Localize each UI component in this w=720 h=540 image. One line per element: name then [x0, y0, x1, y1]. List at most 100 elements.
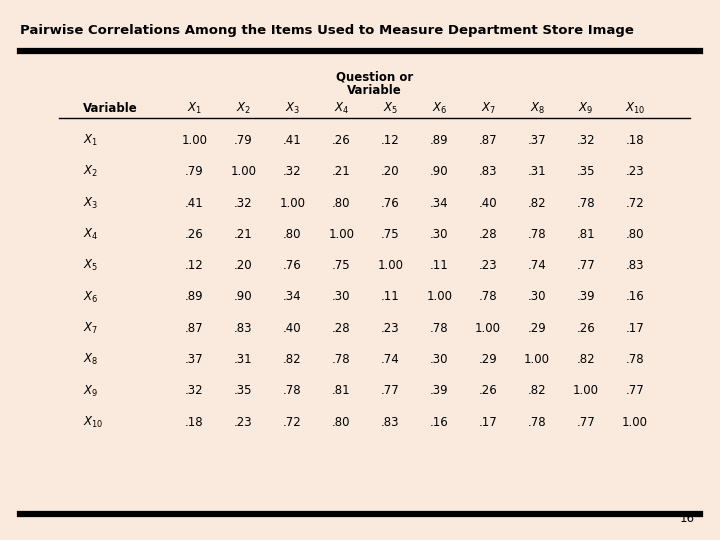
Text: $X_8$: $X_8$: [529, 100, 545, 116]
Text: .79: .79: [185, 165, 204, 178]
Text: .31: .31: [528, 165, 546, 178]
Text: .23: .23: [234, 416, 253, 429]
Text: .34: .34: [283, 291, 302, 303]
Text: .39: .39: [577, 291, 595, 303]
Text: 16: 16: [680, 512, 695, 525]
Text: 1.00: 1.00: [622, 416, 648, 429]
Text: $X_3$: $X_3$: [285, 100, 300, 116]
Text: $X_4$: $X_4$: [333, 100, 349, 116]
Text: .72: .72: [626, 197, 644, 210]
Text: 1.00: 1.00: [377, 259, 403, 272]
Text: .35: .35: [234, 384, 253, 397]
Text: .37: .37: [528, 134, 546, 147]
Text: .78: .78: [283, 384, 302, 397]
Text: $X_5$: $X_5$: [383, 100, 397, 116]
Text: 1.00: 1.00: [230, 165, 256, 178]
Text: $X_1$: $X_1$: [83, 133, 98, 148]
Text: .90: .90: [234, 291, 253, 303]
Text: .23: .23: [381, 322, 400, 335]
Text: .80: .80: [332, 197, 351, 210]
Text: $X_6$: $X_6$: [431, 100, 447, 116]
Text: 1.00: 1.00: [426, 291, 452, 303]
Text: $X_3$: $X_3$: [83, 195, 98, 211]
Text: .18: .18: [185, 416, 204, 429]
Text: $X_8$: $X_8$: [83, 352, 98, 367]
Text: .75: .75: [332, 259, 351, 272]
Text: .29: .29: [479, 353, 498, 366]
Text: .81: .81: [332, 384, 351, 397]
Text: .82: .82: [283, 353, 302, 366]
Text: .23: .23: [479, 259, 498, 272]
Text: .17: .17: [626, 322, 644, 335]
Text: .83: .83: [626, 259, 644, 272]
Text: Variable: Variable: [83, 102, 138, 114]
Text: .30: .30: [332, 291, 351, 303]
Text: .80: .80: [283, 228, 302, 241]
Text: .37: .37: [185, 353, 204, 366]
Text: .41: .41: [283, 134, 302, 147]
Text: 1.00: 1.00: [279, 197, 305, 210]
Text: $X_4$: $X_4$: [83, 227, 98, 242]
Text: .16: .16: [430, 416, 449, 429]
Text: .32: .32: [577, 134, 595, 147]
Text: $X_9$: $X_9$: [83, 383, 98, 399]
Text: .20: .20: [234, 259, 253, 272]
Text: .77: .77: [577, 416, 595, 429]
Text: .77: .77: [381, 384, 400, 397]
Text: $X_{10}$: $X_{10}$: [83, 415, 103, 430]
Text: .39: .39: [430, 384, 449, 397]
Text: $X_9$: $X_9$: [578, 100, 594, 116]
Text: .32: .32: [234, 197, 253, 210]
Text: 1.00: 1.00: [524, 353, 550, 366]
Text: .28: .28: [332, 322, 351, 335]
Text: .26: .26: [332, 134, 351, 147]
Text: .78: .78: [626, 353, 644, 366]
Text: .74: .74: [381, 353, 400, 366]
Text: .17: .17: [479, 416, 498, 429]
Text: .11: .11: [430, 259, 449, 272]
Text: 1.00: 1.00: [475, 322, 501, 335]
Text: .83: .83: [381, 416, 400, 429]
Text: $X_7$: $X_7$: [481, 100, 495, 116]
Text: $X_2$: $X_2$: [236, 100, 251, 116]
Text: .83: .83: [234, 322, 253, 335]
Text: .78: .78: [577, 197, 595, 210]
Text: .28: .28: [479, 228, 498, 241]
Text: $X_5$: $X_5$: [83, 258, 98, 273]
Text: .11: .11: [381, 291, 400, 303]
Text: .12: .12: [185, 259, 204, 272]
Text: .30: .30: [528, 291, 546, 303]
Text: .76: .76: [381, 197, 400, 210]
Text: .78: .78: [528, 416, 546, 429]
Text: .83: .83: [479, 165, 498, 178]
Text: $X_7$: $X_7$: [83, 321, 98, 336]
Text: .80: .80: [626, 228, 644, 241]
Text: .30: .30: [430, 228, 449, 241]
Text: $X_6$: $X_6$: [83, 289, 98, 305]
Text: .90: .90: [430, 165, 449, 178]
Text: .78: .78: [430, 322, 449, 335]
Text: Variable: Variable: [347, 84, 402, 97]
Text: 1.00: 1.00: [573, 384, 599, 397]
Text: .40: .40: [283, 322, 302, 335]
Text: .32: .32: [185, 384, 204, 397]
Text: .89: .89: [430, 134, 449, 147]
Text: .87: .87: [185, 322, 204, 335]
Text: .87: .87: [479, 134, 498, 147]
Text: .77: .77: [577, 259, 595, 272]
Text: .16: .16: [626, 291, 644, 303]
Text: .12: .12: [381, 134, 400, 147]
Text: .26: .26: [185, 228, 204, 241]
Text: .76: .76: [283, 259, 302, 272]
Text: .78: .78: [479, 291, 498, 303]
Text: .18: .18: [626, 134, 644, 147]
Text: .21: .21: [332, 165, 351, 178]
Text: .20: .20: [381, 165, 400, 178]
Text: .82: .82: [528, 384, 546, 397]
Text: .74: .74: [528, 259, 546, 272]
Text: .89: .89: [185, 291, 204, 303]
Text: .32: .32: [283, 165, 302, 178]
Text: Question or: Question or: [336, 71, 413, 84]
Text: .75: .75: [381, 228, 400, 241]
Text: .78: .78: [528, 228, 546, 241]
